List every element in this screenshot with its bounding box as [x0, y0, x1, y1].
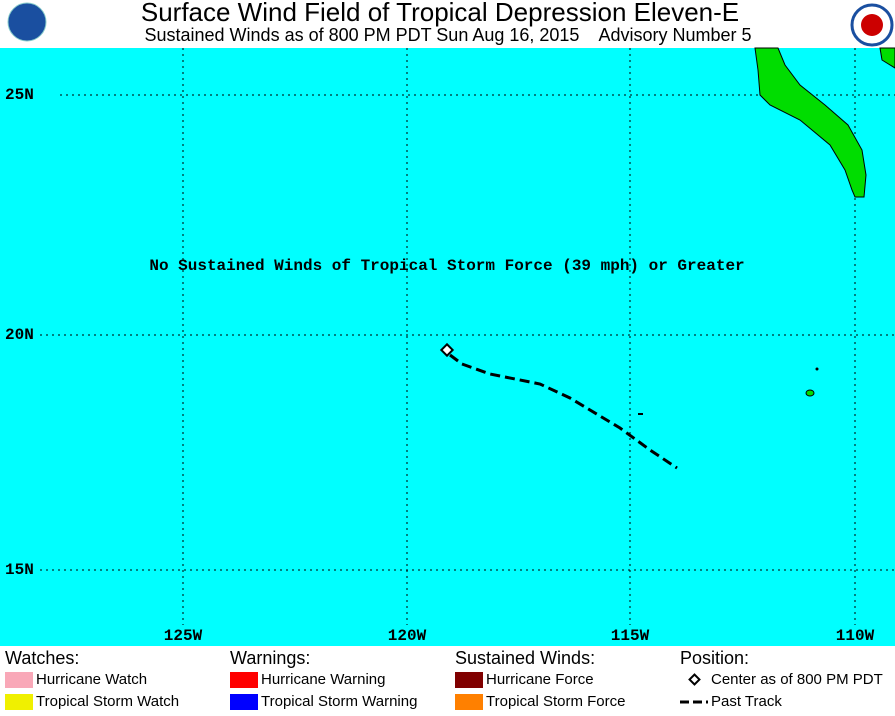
legend-label: Tropical Storm Watch — [36, 693, 179, 710]
past-track — [449, 353, 678, 470]
legend-label: Hurricane Watch — [36, 671, 147, 688]
lon-label: 115W — [611, 627, 650, 645]
message: No Sustained Winds of Tropical Storm For… — [149, 257, 744, 275]
legend-diamond — [688, 673, 701, 686]
legend-heading: Sustained Winds: — [455, 648, 595, 668]
legend-label: Center as of 800 PM PDT — [711, 671, 883, 688]
legend-label: Past Track — [711, 693, 782, 710]
legend-swatch — [455, 672, 483, 688]
lat-label: 25N — [5, 86, 34, 104]
legend-label: Tropical Storm Warning — [261, 693, 417, 710]
nws-logo-center — [861, 14, 883, 36]
legend-heading: Position: — [680, 648, 749, 668]
legend-heading: Watches: — [5, 648, 79, 668]
island — [815, 367, 819, 371]
island — [638, 413, 643, 415]
title: Surface Wind Field of Tropical Depressio… — [141, 0, 739, 27]
legend-swatch — [5, 694, 33, 710]
legend-label: Hurricane Warning — [261, 671, 386, 688]
legend-swatch — [455, 694, 483, 710]
mainland — [879, 47, 895, 69]
lat-label: 15N — [5, 561, 34, 579]
island — [805, 389, 815, 397]
subtitle: Sustained Winds as of 800 PM PDT Sun Aug… — [145, 25, 752, 45]
lon-label: 110W — [836, 627, 875, 645]
land — [754, 47, 867, 198]
center-marker — [439, 342, 455, 358]
legend-heading: Warnings: — [230, 648, 310, 668]
legend-swatch — [230, 672, 258, 688]
legend-label: Tropical Storm Force — [486, 693, 625, 710]
legend-swatch — [5, 672, 33, 688]
lon-label: 120W — [388, 627, 427, 645]
lat-label: 20N — [5, 326, 34, 344]
legend-label: Hurricane Force — [486, 671, 594, 688]
legend-swatch — [230, 694, 258, 710]
noaa-logo — [7, 2, 47, 42]
lon-label: 125W — [164, 627, 203, 645]
